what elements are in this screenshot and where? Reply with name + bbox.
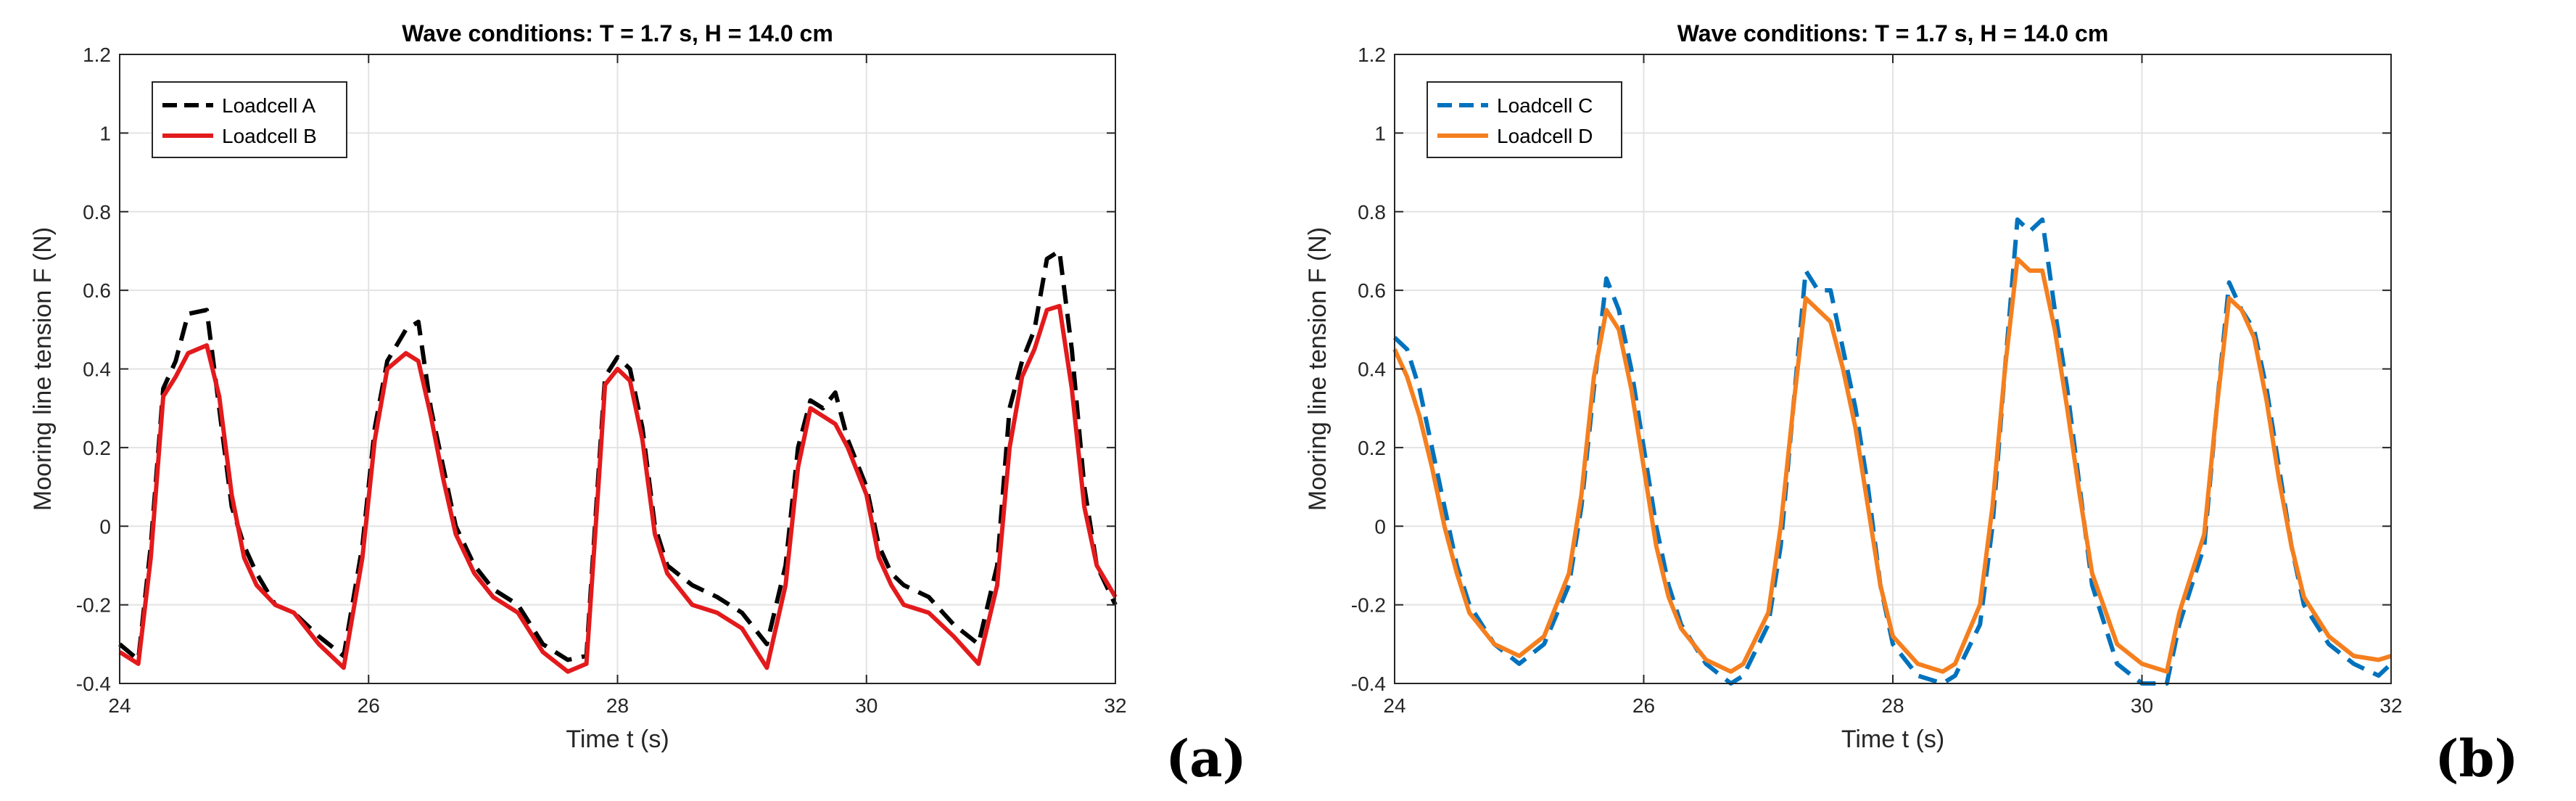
x-axis-label: Time t (s) [566,726,669,753]
y-tick-label: 1 [1374,122,1386,144]
legend: Loadcell C Loadcell D [1427,81,1622,158]
chart-title: Wave conditions: T = 1.7 s, H = 14.0 cm [1677,20,2109,46]
x-tick-label: 28 [606,694,629,717]
x-tick-label: 32 [2379,694,2402,717]
legend-label-loadcell-c: Loadcell C [1497,94,1593,117]
y-tick-label: 0.8 [83,201,111,223]
y-tick-label: 0.6 [1358,279,1386,302]
y-tick-label: 0.2 [1358,437,1386,459]
y-tick-label: 1.2 [83,44,111,66]
x-tick-label: 32 [1104,694,1126,717]
y-tick-label: 1 [99,122,111,144]
series-line-loadcell-a [118,248,1118,662]
y-tick-label: 0.4 [1358,358,1386,381]
legend-box [1427,81,1622,158]
y-tick-label: -0.2 [1351,594,1386,617]
legend-label-loadcell-a: Loadcell A [222,94,316,117]
y-tick-label: -0.4 [76,673,111,695]
chart-panel-2: 24 26 28 30 32 -0.4 -0.2 0 0.2 0.4 0.6 0.8 1 1.2 Wave … [1304,20,2519,789]
series-line-loadcell-b [118,303,1118,674]
legend-label-loadcell-d: Loadcell D [1497,125,1593,147]
y-tick-label: 0.8 [1358,201,1386,223]
y-tick-label: -0.2 [76,594,111,617]
series-line-loadcell-d [1392,256,2392,674]
y-tick-label: -0.4 [1351,673,1386,695]
panel-label: (a) [1165,728,1247,789]
legend: Loadcell A Loadcell B [152,81,347,158]
x-tick-label: 26 [1632,694,1655,717]
y-axis-label: Mooring line tension F (N) [29,227,57,511]
x-tick-label: 26 [358,694,380,717]
x-axis-label: Time t (s) [1841,726,1944,753]
x-tick-label: 24 [1383,694,1405,717]
x-tick-label: 28 [1881,694,1904,717]
y-tick-label: 0 [1374,515,1386,538]
y-tick-label: 1.2 [1358,44,1386,66]
x-tick-label: 30 [855,694,878,717]
y-tick-label: 0.2 [83,437,111,459]
chart-title: Wave conditions: T = 1.7 s, H = 14.0 cm [402,20,833,46]
y-tick-label: 0.6 [83,279,111,302]
x-tick-label: 24 [108,694,131,717]
panel-label: (b) [2435,728,2518,789]
y-tick-label: 0 [99,515,111,538]
chart-panel-1: 24 26 28 30 32 -0.4 -0.2 0 0.2 0.4 0.6 0.8 1 1.2 Wave … [29,20,1247,789]
y-axis-label: Mooring line tension F (N) [1304,227,1332,511]
y-tick-label: 0.4 [83,358,111,381]
legend-box [152,81,347,158]
x-tick-label: 30 [2131,694,2153,717]
legend-label-loadcell-b: Loadcell B [222,125,317,147]
